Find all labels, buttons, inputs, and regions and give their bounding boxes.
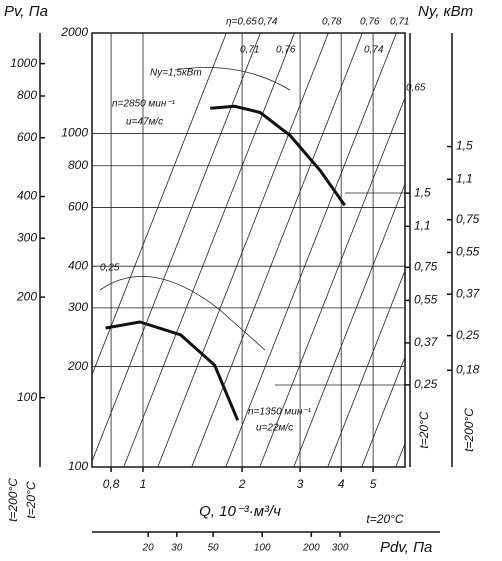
- x2-tick-label: 50: [208, 543, 220, 554]
- efficiency-line: [395, 442, 405, 467]
- x-tick-label: 3: [297, 477, 304, 491]
- y2-outer-tick-label: 0,75: [456, 212, 480, 226]
- y2-tick-label: 1,5: [414, 185, 431, 199]
- y-outer-tick-label: 300: [17, 230, 37, 244]
- x-tick-label: 2: [238, 477, 246, 491]
- efficiency-line: [327, 269, 405, 467]
- y2-tick-label: 0,55: [414, 293, 438, 307]
- x-tick-label: 1: [140, 477, 147, 491]
- annotation: 0,78: [322, 17, 342, 28]
- x-axis-label: Q, 10⁻³·м³/ч: [199, 503, 281, 520]
- annotation: u=47м/с: [126, 117, 163, 128]
- y-outer-tick-label: 1000: [10, 56, 37, 70]
- annotation: u=22м/с: [256, 423, 293, 434]
- y-tick-label: 600: [68, 200, 88, 214]
- efficiency-line: [92, 33, 261, 463]
- efficiency-line: [293, 182, 405, 467]
- power-arc: [174, 67, 291, 91]
- y2-axis-label: Ny, кВт: [418, 3, 473, 20]
- y-outer-tick-label: 600: [17, 130, 37, 144]
- x2-tick-label: 20: [142, 543, 155, 554]
- efficiency-line: [482, 0, 502, 507]
- temperature-label: t=20°C: [417, 411, 431, 448]
- power-arc: [99, 276, 266, 351]
- y2-outer-tick-label: 1,1: [456, 171, 473, 185]
- annotation: η=0,65: [226, 17, 257, 28]
- efficiency-line: [191, 33, 363, 467]
- annotation: 0,74: [258, 17, 278, 28]
- pressure-curve: [210, 104, 346, 207]
- y-tick-label: 100: [68, 459, 88, 473]
- efficiency-line: [259, 96, 405, 467]
- x2-tick-label: 100: [254, 543, 271, 554]
- efficiency-line: [225, 33, 397, 467]
- y-tick-label: 400: [68, 258, 88, 272]
- annotation: n=2850 мин⁻¹: [112, 99, 176, 110]
- y2-outer-tick-label: 1,5: [456, 139, 473, 153]
- temperature-label: t=200°C: [6, 478, 20, 522]
- y2-tick-label: 1,1: [414, 218, 431, 232]
- annotation: 0,71: [390, 17, 409, 28]
- annotation: 0,76: [360, 17, 380, 28]
- x2-axis-label: Pdv, Па: [380, 539, 432, 556]
- y-tick-label: 300: [68, 300, 88, 314]
- y2-outer-tick-label: 0,18: [456, 362, 480, 376]
- annotation: 0,25: [100, 263, 120, 274]
- temperature-label: t=20°C: [366, 512, 403, 526]
- y-tick-label: 200: [67, 359, 88, 373]
- x-tick-label: 0,8: [103, 477, 120, 491]
- y2-tick-label: 0,75: [414, 259, 438, 273]
- y-tick-label: 800: [68, 158, 88, 172]
- x-tick-label: 5: [370, 477, 377, 491]
- y2-outer-tick-label: 0,37: [456, 286, 481, 300]
- x2-tick-label: 30: [171, 543, 183, 554]
- y2-tick-label: 0,37: [414, 335, 439, 349]
- annotation: 0,76: [276, 45, 296, 56]
- temperature-label: t=200°C: [462, 408, 476, 452]
- y-tick-label: 1000: [61, 126, 88, 140]
- annotation: 0,74: [364, 45, 384, 56]
- y-outer-tick-label: 200: [16, 289, 37, 303]
- efficiency-line: [92, 33, 227, 376]
- x-tick-label: 4: [338, 477, 345, 491]
- annotation: Ny=1,5кВт: [150, 68, 202, 79]
- x2-tick-label: 300: [332, 543, 349, 554]
- y-axis-label: Pv, Па: [4, 3, 48, 20]
- y-tick-label: 2000: [60, 25, 88, 39]
- pressure-curve: [105, 320, 240, 421]
- y2-outer-tick-label: 0,55: [456, 245, 480, 259]
- temperature-label: t=20°C: [24, 481, 38, 518]
- y2-outer-tick-label: 0,25: [456, 328, 480, 342]
- annotation: n=1350 мин⁻¹: [248, 407, 312, 418]
- annotation: 0,65: [406, 83, 426, 94]
- efficiency-line: [361, 355, 405, 467]
- y-outer-tick-label: 100: [17, 390, 37, 404]
- y-outer-tick-label: 800: [17, 88, 37, 102]
- x2-tick-label: 200: [302, 543, 320, 554]
- annotation: 0,71: [240, 45, 259, 56]
- efficiency-line: [157, 33, 329, 467]
- y-outer-tick-label: 400: [17, 189, 37, 203]
- y2-tick-label: 0,25: [414, 377, 438, 391]
